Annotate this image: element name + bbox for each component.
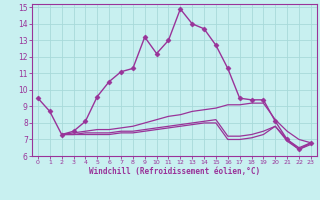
X-axis label: Windchill (Refroidissement éolien,°C): Windchill (Refroidissement éolien,°C) [89, 167, 260, 176]
